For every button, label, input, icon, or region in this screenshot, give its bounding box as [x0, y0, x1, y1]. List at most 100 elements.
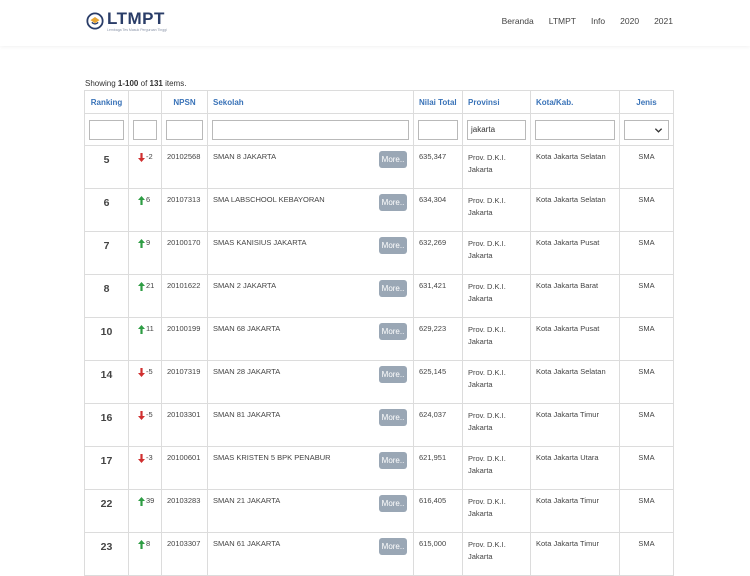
province-line-2: Jakarta: [468, 466, 493, 475]
nav-link-ltmpt[interactable]: LTMPT: [548, 16, 576, 26]
column-header-sekolah[interactable]: Sekolah: [207, 90, 414, 114]
rank-change-value: -5: [146, 410, 153, 419]
province-cell: Prov. D.K.I. Jakarta: [462, 145, 531, 189]
school-name: SMAN 81 JAKARTA: [213, 410, 281, 419]
school-cell: SMAN 21 JAKARTA More..: [207, 489, 414, 533]
province-cell: Prov. D.K.I. Jakarta: [462, 274, 531, 318]
chevron-down-icon: [654, 127, 663, 133]
npsn-cell: 20107313: [161, 188, 208, 232]
nav-menu: Beranda LTMPT Info 2020 2021: [487, 16, 673, 26]
change-filter-input[interactable]: [133, 119, 157, 140]
filter-cell: [84, 113, 129, 146]
province-line-1: Prov. D.K.I.: [468, 411, 506, 420]
rank-cell: 14: [84, 360, 129, 404]
jenis-cell: SMA: [619, 188, 674, 232]
rank-cell: 10: [84, 317, 129, 361]
column-header-ranking[interactable]: Ranking: [84, 90, 129, 114]
filter-row: jakarta: [84, 113, 674, 146]
nav-link-beranda[interactable]: Beranda: [501, 16, 534, 26]
column-header-npsn[interactable]: NPSN: [161, 90, 208, 114]
column-header-provinsi[interactable]: Provinsi: [462, 90, 531, 114]
school-name: SMAN 28 JAKARTA: [213, 367, 281, 376]
column-header-kota[interactable]: Kota/Kab.: [530, 90, 620, 114]
jenis-cell: SMA: [619, 145, 674, 189]
score-cell: 615,000: [413, 532, 463, 576]
school-cell: SMAN 28 JAKARTA More..: [207, 360, 414, 404]
nav-link-2021[interactable]: 2021: [654, 16, 673, 26]
score-cell: 624,037: [413, 403, 463, 447]
city-cell: Kota Jakarta Selatan: [530, 188, 620, 232]
ranking-table: Ranking NPSN Sekolah Nilai Total Provins…: [84, 90, 674, 576]
nilai-filter-input[interactable]: [418, 119, 458, 140]
filter-cell: [619, 113, 674, 146]
npsn-cell: 20102568: [161, 145, 208, 189]
rank-change-cell: 39: [128, 489, 162, 533]
column-header-jenis[interactable]: Jenis: [619, 90, 674, 114]
kota-filter-input[interactable]: [535, 119, 615, 140]
more-button[interactable]: More..: [379, 409, 407, 426]
school-cell: SMAS KANISIUS JAKARTA More..: [207, 231, 414, 275]
more-button[interactable]: More..: [379, 495, 407, 512]
filter-cell: jakarta: [462, 113, 531, 146]
school-cell: SMAN 61 JAKARTA More..: [207, 532, 414, 576]
summary-middle: of: [138, 79, 150, 88]
nav-link-2020[interactable]: 2020: [620, 16, 640, 26]
arrow-down-icon: [138, 367, 145, 377]
rank-cell: 16: [84, 403, 129, 447]
summary-total: 131: [149, 79, 163, 88]
jenis-cell: SMA: [619, 446, 674, 490]
more-button[interactable]: More..: [379, 323, 407, 340]
city-cell: Kota Jakarta Timur: [530, 403, 620, 447]
more-button[interactable]: More..: [379, 452, 407, 469]
city-cell: Kota Jakarta Selatan: [530, 145, 620, 189]
more-button[interactable]: More..: [379, 366, 407, 383]
province-line-2: Jakarta: [468, 380, 493, 389]
province-cell: Prov. D.K.I. Jakarta: [462, 403, 531, 447]
city-cell: Kota Jakarta Utara: [530, 446, 620, 490]
school-cell: SMAN 2 JAKARTA More..: [207, 274, 414, 318]
jenis-filter-select[interactable]: [624, 119, 669, 140]
more-button[interactable]: More..: [379, 151, 407, 168]
score-cell: 631,421: [413, 274, 463, 318]
city-cell: Kota Jakarta Timur: [530, 489, 620, 533]
rank-change-cell: -3: [128, 446, 162, 490]
score-cell: 634,304: [413, 188, 463, 232]
school-name: SMAN 68 JAKARTA: [213, 324, 281, 333]
nav-link-info[interactable]: Info: [590, 16, 606, 26]
score-cell: 629,223: [413, 317, 463, 361]
table-row: 16 -5 20103301 SMAN 81 JAKARTA More.. 624,037…: [84, 403, 674, 447]
column-header-nilai-total[interactable]: Nilai Total: [413, 90, 463, 114]
province-line-1: Prov. D.K.I.: [468, 497, 506, 506]
ranking-filter-input[interactable]: [89, 119, 124, 140]
more-button[interactable]: More..: [379, 194, 407, 211]
school-name: SMAN 8 JAKARTA: [213, 152, 277, 161]
arrow-down-icon: [138, 453, 145, 463]
table-body: 5 -2 20102568 SMAN 8 JAKARTA More.. 635,347 Pr…: [84, 145, 674, 576]
more-button[interactable]: More..: [379, 280, 407, 297]
rank-change-value: -3: [146, 453, 153, 462]
province-cell: Prov. D.K.I. Jakarta: [462, 446, 531, 490]
rank-cell: 22: [84, 489, 129, 533]
rank-change-value: 39: [146, 496, 155, 505]
brand-subtitle: Lembaga Tes Masuk Perguruan Tinggi: [107, 28, 167, 32]
rank-change-cell: -2: [128, 145, 162, 189]
npsn-filter-input[interactable]: [166, 119, 203, 140]
rank-change-value: 11: [146, 324, 154, 333]
rank-change-cell: -5: [128, 403, 162, 447]
province-cell: Prov. D.K.I. Jakarta: [462, 231, 531, 275]
score-cell: 632,269: [413, 231, 463, 275]
brand-logo[interactable]: LTMPT Lembaga Tes Masuk Perguruan Tinggi: [86, 10, 167, 33]
province-cell: Prov. D.K.I. Jakarta: [462, 360, 531, 404]
more-button[interactable]: More..: [379, 237, 407, 254]
province-line-2: Jakarta: [468, 552, 493, 561]
rank-cell: 23: [84, 532, 129, 576]
province-line-2: Jakarta: [468, 423, 493, 432]
school-cell: SMA LABSCHOOL KEBAYORAN More..: [207, 188, 414, 232]
school-name: SMAS KRISTEN 5 BPK PENABUR: [213, 453, 331, 462]
province-line-2: Jakarta: [468, 165, 493, 174]
sekolah-filter-input[interactable]: [212, 119, 409, 140]
table-row: 10 11 20100199 SMAN 68 JAKARTA More.. 629,223…: [84, 317, 674, 361]
more-button[interactable]: More..: [379, 538, 407, 555]
ltmpt-logo-icon: [86, 12, 104, 30]
provinsi-filter-input[interactable]: jakarta: [467, 119, 526, 140]
